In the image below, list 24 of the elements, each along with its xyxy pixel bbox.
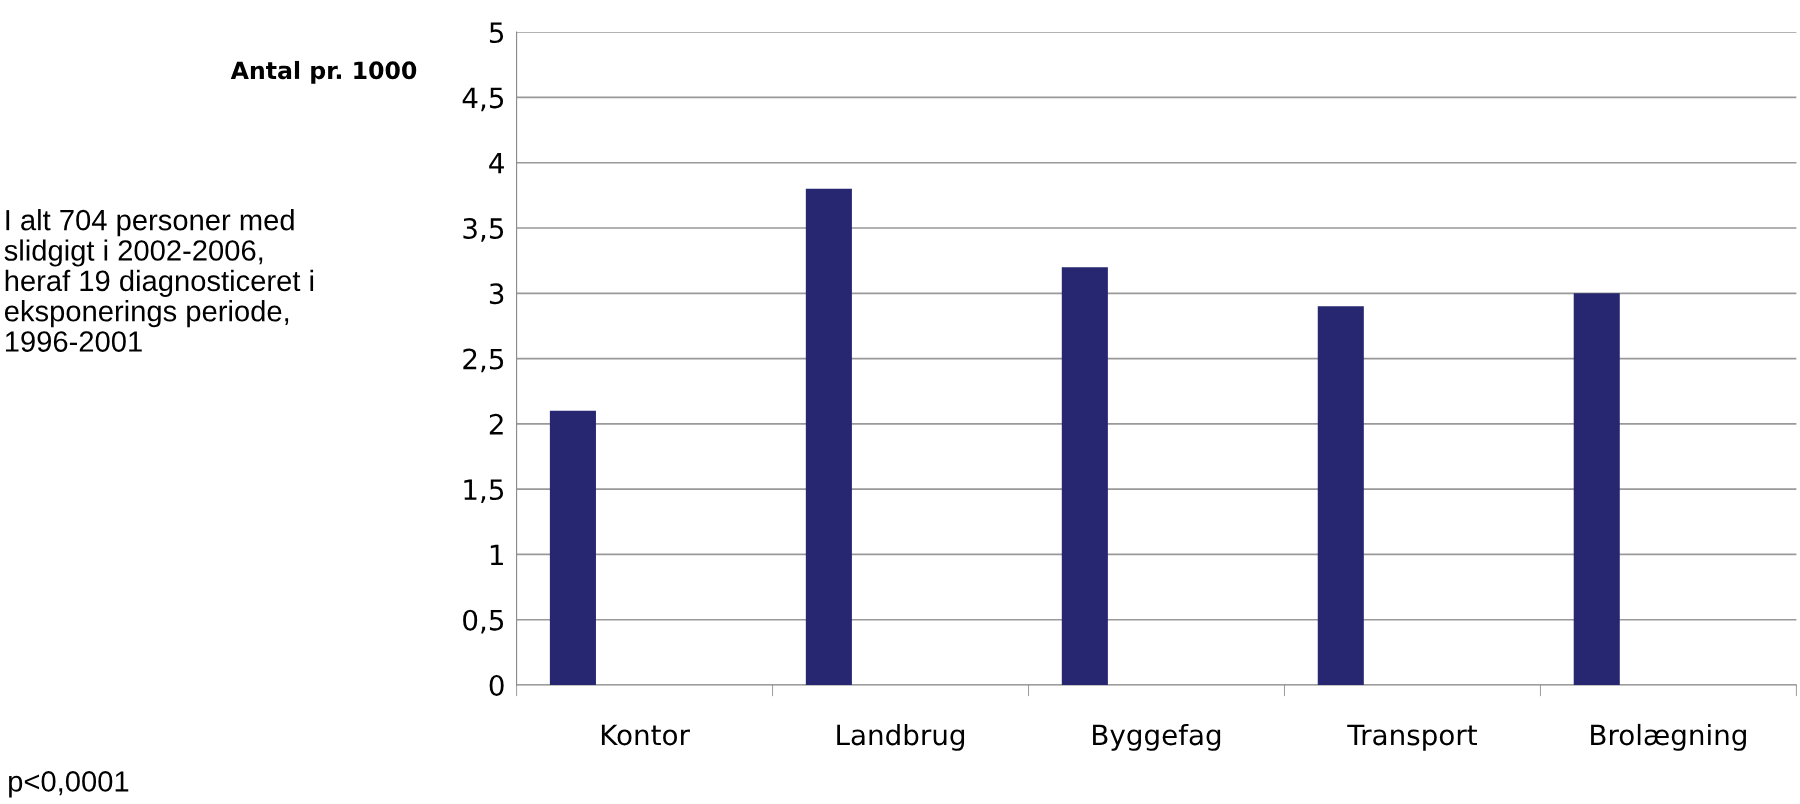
y-tick-label: 3,5 [463,217,504,242]
y-tick-label: 1 [490,544,503,565]
x-tick-label: Brolægning [1591,723,1746,751]
y-tick-label: 0 [489,674,504,696]
x-tick-label: Transport [1347,724,1477,751]
bar [1317,306,1364,686]
y-tick-label: 2,5 [463,348,504,373]
bar [805,188,852,686]
y-tick-label: 1,5 [464,479,504,503]
bar [1061,267,1108,686]
y-tick-label: 2 [489,413,503,435]
y-tick-label: 3 [489,283,504,305]
text: p<0,0001 [9,771,129,798]
y-tick-label: 4 [489,153,504,174]
x-tick-label: Landbrug [837,723,965,751]
y-tick-label: 5 [489,22,504,44]
y-axis-title: Antal pr. 1000 [230,60,417,84]
x-tick-label: Kontor [601,724,690,746]
y-tick-label: 0,5 [463,609,504,634]
y-tick-label: 4,5 [462,87,504,112]
x-tick-label: Byggefag [1093,723,1221,751]
bar [1573,293,1620,686]
bar [549,410,596,686]
text: I alt 704 personer med slidgigt i 2002-2006, heraf 19 diagnosticeret i eksponerings periode, 1996-2001 [4,209,314,352]
